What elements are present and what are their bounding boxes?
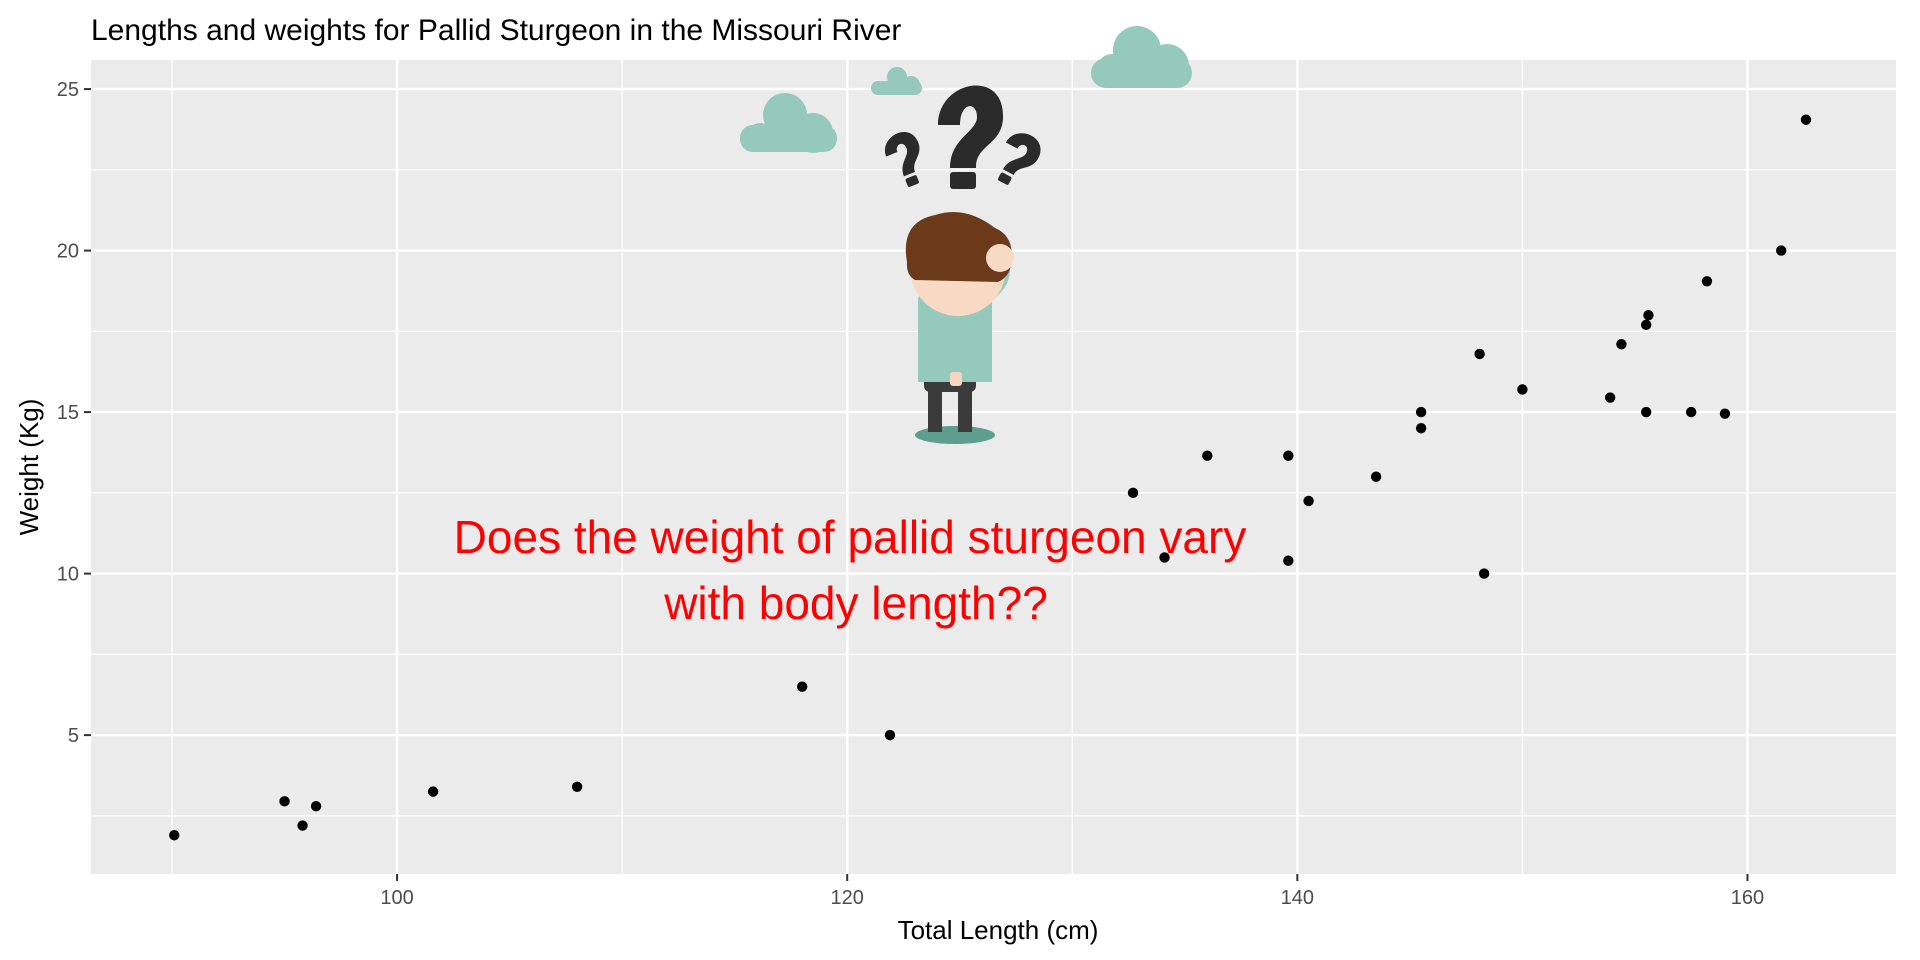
data-points: [169, 114, 1812, 841]
data-point: [1640, 319, 1652, 331]
x-tick-label: 100: [380, 887, 413, 909]
y-axis-title: Weight (Kg): [14, 399, 44, 536]
data-point: [310, 800, 322, 812]
annotation-line-1: Does the weight of pallid sturgeon vary: [454, 511, 1247, 563]
cloud-icon: [871, 67, 922, 95]
person-icon: [905, 211, 1014, 444]
data-point: [1283, 555, 1294, 566]
data-point: [1701, 276, 1713, 287]
cloud-icon: [1091, 26, 1192, 88]
data-point: [1474, 348, 1485, 360]
data-point: [1202, 450, 1213, 461]
y-tick-label: 5: [68, 725, 79, 747]
question-mark-icon: [938, 85, 1004, 189]
y-axis-ticks: 5 10 15 20 25: [57, 79, 91, 747]
x-axis-ticks: 100 120 140 160: [380, 874, 1764, 909]
x-tick-label: 160: [1731, 887, 1764, 909]
data-point: [169, 830, 180, 841]
data-point: [1415, 406, 1427, 418]
annotation-line-2: with body length??: [663, 577, 1048, 629]
data-point: [1800, 114, 1812, 125]
data-point: [1303, 495, 1314, 507]
x-axis-title: Total Length (cm): [898, 915, 1099, 945]
y-tick-label: 20: [57, 241, 79, 263]
data-point: [1640, 406, 1652, 418]
chart-title: Lengths and weights for Pallid Sturgeon …: [91, 14, 901, 47]
y-tick-label: 25: [57, 79, 79, 101]
data-point: [1370, 471, 1382, 482]
data-point: [297, 820, 308, 831]
data-point: [1127, 487, 1139, 499]
data-point: [1283, 450, 1294, 461]
question-mark-icon: [884, 132, 920, 187]
y-tick-label: 10: [57, 564, 79, 586]
y-tick-label: 15: [57, 402, 79, 424]
data-point: [1685, 406, 1697, 418]
cloud-icon: [740, 93, 837, 153]
data-point: [1478, 568, 1490, 579]
data-point: [796, 681, 808, 692]
data-point: [1604, 392, 1616, 403]
x-tick-label: 140: [1281, 887, 1314, 909]
data-point: [1415, 423, 1427, 434]
question-mark-icon: [998, 133, 1041, 185]
confused-person-illustration: [740, 26, 1192, 444]
data-point: [1719, 408, 1731, 419]
x-tick-label: 120: [831, 887, 864, 909]
data-point: [427, 786, 439, 797]
data-point: [884, 729, 896, 741]
data-point: [1643, 309, 1654, 321]
data-point: [1616, 339, 1627, 350]
data-point: [279, 796, 290, 807]
data-point: [571, 781, 583, 792]
minor-gridlines: [91, 60, 1896, 874]
plot-panel: [91, 60, 1896, 874]
chart-annotation: Does the weight of pallid sturgeon vary …: [454, 511, 1247, 629]
data-point: [1159, 552, 1170, 563]
data-point: [1776, 245, 1787, 256]
data-point: [1517, 384, 1528, 395]
